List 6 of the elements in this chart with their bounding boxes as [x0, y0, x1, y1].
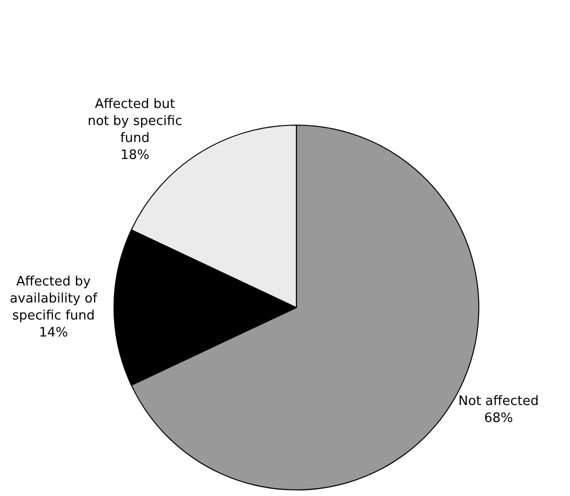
slice-label: Not affected: [458, 394, 539, 409]
data-label: 18%: [120, 148, 150, 163]
data-label: 68%: [484, 410, 513, 426]
slice-label: Affected by availability of specific fund: [10, 274, 98, 324]
slice-label: Affected but not by specific fund: [88, 97, 182, 146]
data-label: 14%: [39, 325, 68, 340]
